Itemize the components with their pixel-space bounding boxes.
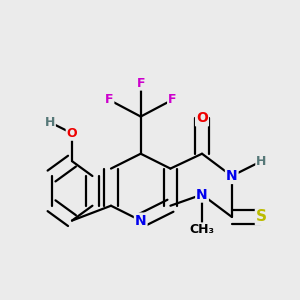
Text: F: F [136,76,145,90]
Text: H: H [44,116,55,129]
Text: S: S [256,209,267,224]
Text: N: N [196,188,208,202]
Text: O: O [196,111,208,125]
Text: F: F [105,93,113,106]
Text: CH₃: CH₃ [190,224,214,236]
Text: F: F [168,93,176,106]
Text: N: N [226,169,238,183]
Text: H: H [256,154,267,168]
Text: O: O [67,127,77,140]
Text: N: N [135,214,146,228]
